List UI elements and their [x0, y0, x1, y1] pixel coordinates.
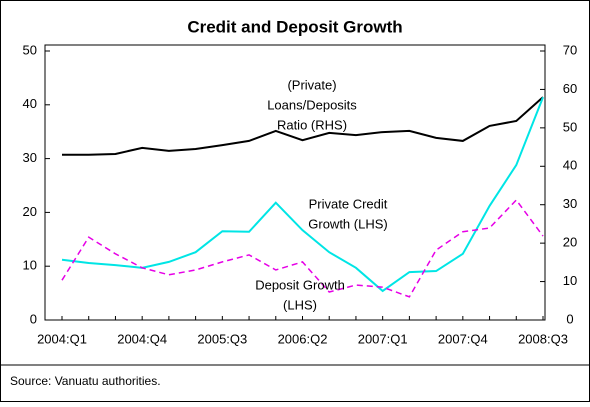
chart-title: Credit and Deposit Growth	[187, 17, 402, 36]
x-tick-label: 2004:Q1	[37, 331, 87, 346]
series-label: (Private)	[287, 77, 336, 92]
series-label: Deposit Growth	[255, 277, 345, 292]
x-tick-label: 2008:Q3	[518, 331, 568, 346]
y-tick-label: 10	[23, 258, 37, 273]
series-line	[62, 96, 544, 156]
y-tick-label: 20	[23, 204, 37, 219]
x-tick-label: 2006:Q2	[278, 331, 328, 346]
x-tick-label: 2007:Q1	[358, 331, 408, 346]
series-line	[61, 198, 544, 298]
x-tick-label: 2007:Q4	[438, 331, 488, 346]
y-tick-label: 40	[23, 96, 37, 111]
plot-area	[44, 44, 546, 321]
y2-tick-label: 30	[563, 196, 577, 211]
y-tick-label: 0	[30, 311, 37, 326]
series-label: Growth (LHS)	[308, 216, 387, 231]
y2-tick-label: 50	[563, 119, 577, 134]
y2-tick-label: 60	[563, 81, 577, 96]
series-label: (LHS)	[283, 297, 317, 312]
y2-tick-label: 70	[563, 42, 577, 57]
series-label: Private Credit	[309, 196, 388, 211]
x-tick-label: 2005:Q3	[197, 331, 247, 346]
y2-tick-label: 20	[563, 235, 577, 250]
source: Source: Vanuatu authorities.	[10, 374, 161, 388]
y2-tick-label: 40	[563, 158, 577, 173]
y2-tick-label: 0	[566, 311, 573, 326]
y-tick-label: 30	[23, 150, 37, 165]
series-label: Ratio (RHS)	[277, 117, 347, 132]
x-tick-label: 2004:Q4	[117, 331, 167, 346]
y-tick-label: 50	[23, 42, 37, 57]
y2-tick-label: 10	[563, 273, 577, 288]
series-label: Loans/Deposits	[267, 97, 357, 112]
